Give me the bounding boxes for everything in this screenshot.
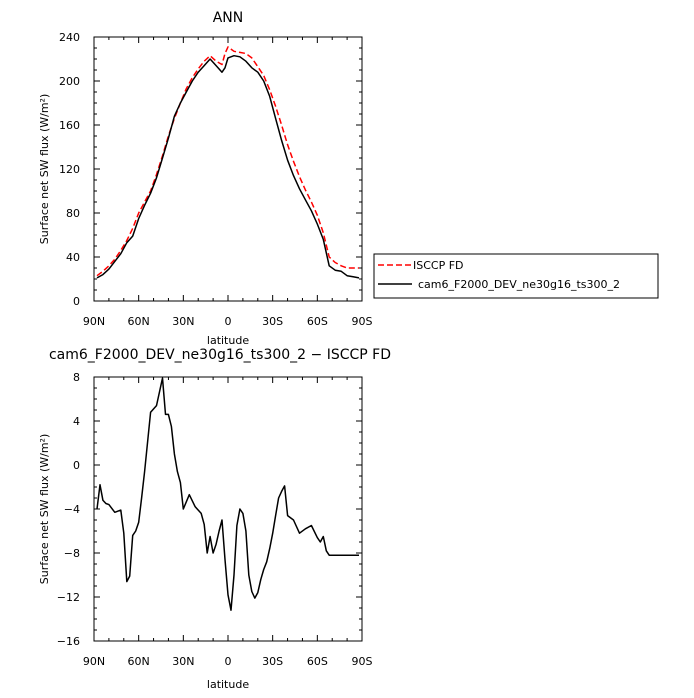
legend-label-cam6: cam6_F2000_DEV_ne30g16_ts300_2 <box>418 278 620 291</box>
bottom-y-tick-label: −12 <box>57 591 80 604</box>
top-series-lines <box>96 46 360 279</box>
top-y-tick-label: 200 <box>59 75 80 88</box>
bottom-x-tick-label: 60S <box>307 655 328 668</box>
bottom-x-axis-label: latitude <box>207 678 249 691</box>
top-y-tick-label: 120 <box>59 163 80 176</box>
bottom-x-tick-label: 30S <box>262 655 283 668</box>
legend-label-isccp: ISCCP FD <box>413 259 464 272</box>
legend: ISCCP FD cam6_F2000_DEV_ne30g16_ts300_2 <box>373 253 659 299</box>
top-x-tick-label: 0 <box>225 315 232 328</box>
top-x-tick-label: 90N <box>83 315 105 328</box>
bottom-y-tick-label: −16 <box>57 635 80 648</box>
bottom-series-line-0 <box>96 377 359 611</box>
top-x-tick-label: 60N <box>128 315 150 328</box>
top-series-line-0 <box>96 46 359 277</box>
bottom-x-tick-label: 0 <box>225 655 232 668</box>
bottom-x-ticks: 90N 60N 30N 0 30S 60S 90S <box>83 377 373 668</box>
bottom-y-axis-label: Surface net SW flux (W/m²) <box>38 434 51 585</box>
top-panel: ANN 90N 60N 30N 0 30S 60S 90S 0 40 80 120 160 200 24… <box>38 10 373 347</box>
top-y-tick-label: 160 <box>59 119 80 132</box>
top-y-tick-label: 80 <box>66 207 80 220</box>
bottom-y-tick-label: 4 <box>73 415 80 428</box>
top-y-ticks: 0 40 80 120 160 200 240 <box>59 31 362 308</box>
bottom-series-lines <box>96 377 359 611</box>
bottom-panel-title: cam6_F2000_DEV_ne30g16_ts300_2 − ISCCP F… <box>49 347 391 363</box>
bottom-x-tick-label: 90S <box>352 655 373 668</box>
bottom-y-tick-label: 8 <box>73 371 80 384</box>
bottom-y-ticks: −16 −12 −8 −4 0 4 8 <box>57 371 362 648</box>
bottom-x-tick-label: 60N <box>128 655 150 668</box>
bottom-x-tick-label: 30N <box>172 655 194 668</box>
bottom-y-tick-label: 0 <box>73 459 80 472</box>
bottom-y-tick-label: −4 <box>64 503 80 516</box>
top-x-tick-label: 60S <box>307 315 328 328</box>
bottom-y-tick-label: −8 <box>64 547 80 560</box>
top-y-axis-label: Surface net SW flux (W/m²) <box>38 94 51 245</box>
top-x-tick-label: 90S <box>352 315 373 328</box>
legend-box <box>373 253 659 299</box>
top-panel-title: ANN <box>213 10 244 26</box>
top-y-tick-label: 40 <box>66 251 80 264</box>
top-plot-frame <box>93 36 363 302</box>
bottom-panel: cam6_F2000_DEV_ne30g16_ts300_2 − ISCCP F… <box>38 347 391 691</box>
top-x-ticks: 90N 60N 30N 0 30S 60S 90S <box>83 37 373 328</box>
bottom-plot-frame <box>93 376 363 642</box>
top-y-tick-label: 0 <box>73 295 80 308</box>
top-x-tick-label: 30N <box>172 315 194 328</box>
top-x-tick-label: 30S <box>262 315 283 328</box>
top-y-tick-label: 240 <box>59 31 80 44</box>
top-x-axis-label: latitude <box>207 334 249 347</box>
top-series-line-1 <box>96 54 360 279</box>
bottom-x-tick-label: 90N <box>83 655 105 668</box>
